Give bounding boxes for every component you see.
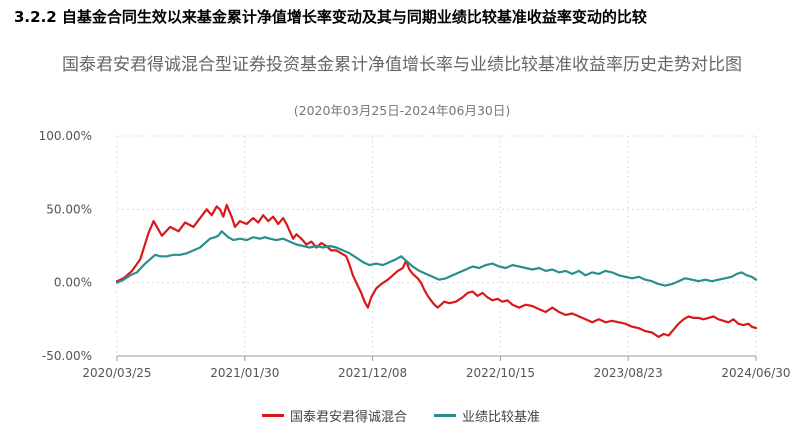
y-tick-label: 0.00% xyxy=(54,276,92,290)
axis-layer xyxy=(116,355,757,361)
x-tick-label: 2020/03/25 xyxy=(82,366,151,380)
x-tick-label: 2023/08/23 xyxy=(594,366,663,380)
series-layer xyxy=(115,203,758,338)
label-layer: 100.00% 50.00% 0.00% -50.00% 2020/03/25 2021/… xyxy=(39,129,791,380)
chart-title: 国泰君安君得诚混合型证券投资基金累计净值增长率与业绩比较基准收益率历史走势对比图 xyxy=(62,55,742,75)
y-tick-label: 50.00% xyxy=(46,202,92,216)
x-tick-label: 2021/01/30 xyxy=(210,366,279,380)
y-tick-label: -50.00% xyxy=(42,349,92,363)
y-tick-label: 100.00% xyxy=(39,129,92,143)
section-heading: 3.2.2 自基金合同生效以来基金累计净值增长率变动及其与同期业绩比较基准收益率… xyxy=(14,8,647,26)
chart-subtitle: (2020年03月25日-2024年06月30日) xyxy=(293,103,511,118)
x-tick-label: 2022/10/15 xyxy=(466,366,535,380)
legend-item-fund[interactable]: 国泰君安君得诚混合 xyxy=(262,405,407,425)
x-tick-label: 2024/06/30 xyxy=(721,366,790,380)
legend-label-benchmark: 业绩比较基准 xyxy=(462,409,541,425)
legend-swatch-fund xyxy=(262,413,284,417)
series-line-benchmark xyxy=(115,230,758,287)
legend-item-benchmark[interactable]: 业绩比较基准 xyxy=(434,405,540,425)
legend: 国泰君安君得诚混合 业绩比较基准 xyxy=(0,405,804,425)
x-tick-label: 2021/12/08 xyxy=(338,366,407,380)
series-line-fund xyxy=(115,203,758,338)
legend-swatch-benchmark xyxy=(434,413,456,417)
grid-layer xyxy=(116,135,757,357)
legend-label-fund: 国泰君安君得诚混合 xyxy=(290,409,408,425)
